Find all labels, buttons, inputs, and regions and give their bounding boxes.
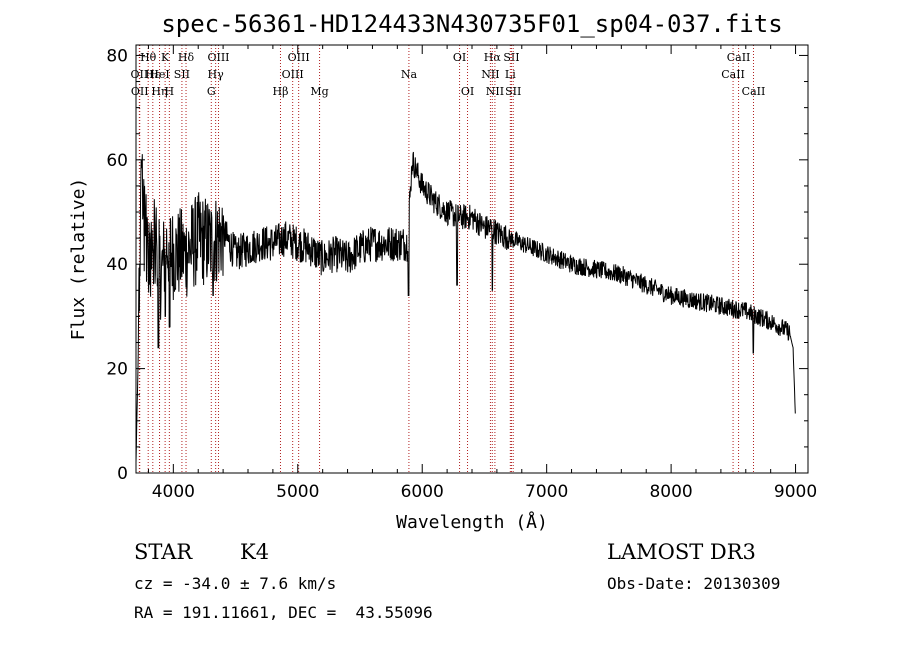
- line-marker-label: Li: [505, 68, 516, 81]
- line-marker-label: OIII: [207, 51, 229, 64]
- line-marker-label: OIII: [282, 68, 304, 81]
- y-tick-label: 20: [106, 360, 128, 380]
- x-tick-label: 9000: [774, 482, 817, 502]
- y-tick-label: 60: [106, 151, 128, 171]
- line-marker-label: Mg: [310, 85, 328, 98]
- line-marker-label: Hβ: [273, 85, 289, 98]
- line-marker-label: NII: [486, 85, 504, 98]
- x-tick-label: 8000: [649, 482, 692, 502]
- line-marker-label: Hδ: [178, 51, 195, 64]
- line-marker-label: SII: [174, 68, 190, 81]
- line-marker-label: SII: [503, 51, 519, 64]
- line-marker-label: CaII: [727, 51, 751, 64]
- chart-title: spec-56361-HD124433N430735F01_sp04-037.f…: [161, 10, 782, 38]
- survey-name: LAMOST DR3: [607, 540, 756, 564]
- line-marker-label: OI: [453, 51, 466, 64]
- spectrum-line: [135, 151, 796, 463]
- line-marker-label: OI: [461, 85, 474, 98]
- line-marker-label: CaII: [742, 85, 766, 98]
- line-marker-label: Na: [401, 68, 418, 81]
- line-marker-label: OII: [131, 68, 149, 81]
- line-marker-label: H: [165, 85, 175, 98]
- line-marker-label: OII: [131, 85, 149, 98]
- coordinates-text: RA = 191.11661, DEC = 43.55096: [134, 603, 433, 622]
- line-marker-label: SII: [505, 85, 521, 98]
- line-marker-label: HeI: [149, 68, 169, 81]
- x-tick-label: 6000: [401, 482, 444, 502]
- line-marker-label: OIII: [288, 51, 310, 64]
- line-marker-label: NII: [481, 68, 499, 81]
- y-tick-label: 0: [117, 464, 128, 484]
- x-tick-label: 5000: [276, 482, 319, 502]
- y-tick-label: 80: [106, 46, 128, 66]
- x-tick-label: 7000: [525, 482, 568, 502]
- redshift-text: cz = -34.0 ± 7.6 km/s: [134, 574, 337, 593]
- line-marker-label: Hθ: [140, 51, 157, 64]
- obs-date-text: Obs-Date: 20130309: [607, 574, 781, 593]
- line-marker-label: K: [161, 51, 170, 64]
- y-tick-label: 40: [106, 255, 128, 275]
- x-tick-label: 4000: [152, 482, 195, 502]
- x-axis-label: Wavelength (Å): [396, 511, 548, 533]
- y-axis-label: Flux (relative): [68, 178, 89, 341]
- line-marker-label: Hγ: [208, 68, 225, 81]
- line-marker-label: CaII: [721, 68, 745, 81]
- line-marker-label: Hε: [145, 68, 161, 81]
- object-class: STAR: [134, 540, 193, 564]
- line-marker-label: Hη: [151, 85, 167, 98]
- axis-ticks: 4000 5000 6000 7000 8000 9000 0 20 40 60 80: [106, 45, 817, 502]
- object-subclass: K4: [240, 540, 270, 564]
- line-marker-label: G: [207, 85, 216, 98]
- line-marker-label: Hα: [484, 51, 502, 64]
